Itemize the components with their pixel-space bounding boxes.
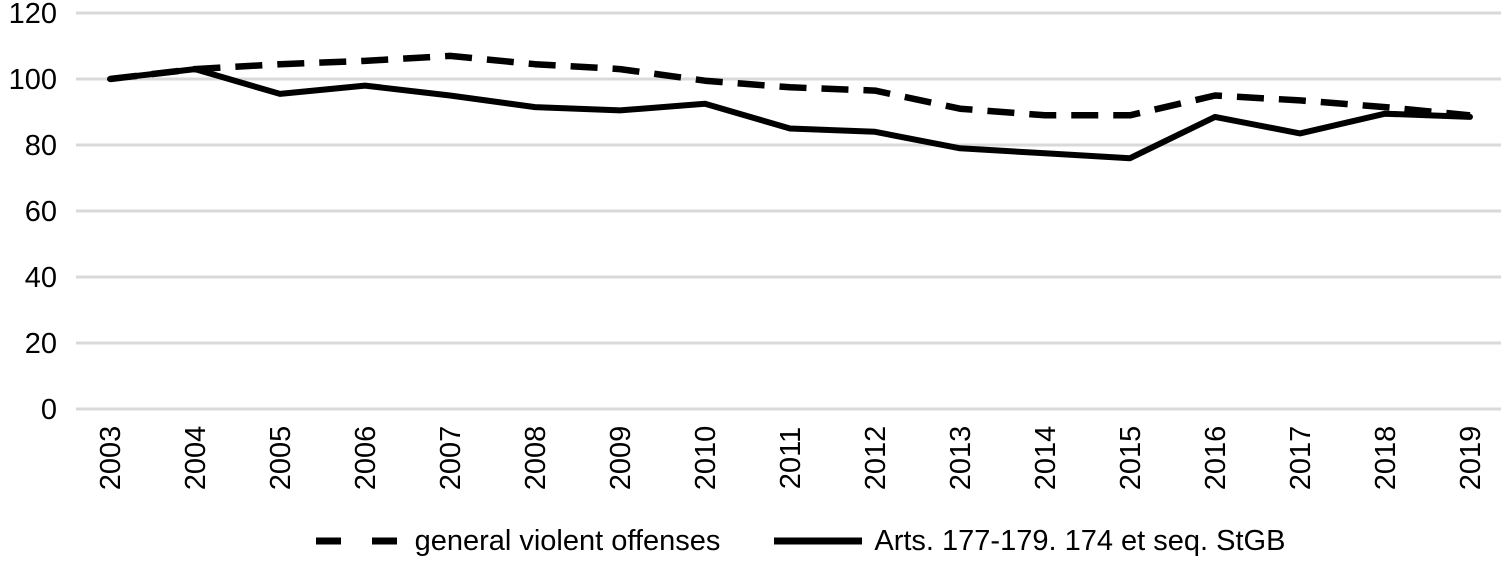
x-tick-label: 2009: [605, 426, 637, 491]
solid-line-key-icon: [774, 537, 863, 545]
y-tick-label: 80: [25, 130, 57, 162]
x-tick-label: 2019: [1455, 426, 1487, 491]
y-tick-label: 60: [25, 196, 57, 228]
series-line-arts-177-179-174-et-seq-stgb: [107, 66, 1473, 162]
legend-item-general-violent-offenses: general violent offenses: [315, 524, 721, 557]
x-tick-label: 2011: [775, 427, 807, 489]
x-tick-label: 2016: [1200, 426, 1232, 491]
x-tick-label: 2008: [520, 426, 552, 491]
x-tick-label: 2014: [1030, 426, 1062, 491]
y-tick-label: 40: [25, 262, 57, 294]
y-tick-label: 0: [41, 394, 57, 426]
series-line-general-violent-offenses: [109, 52, 1471, 119]
y-tick-label: 100: [9, 64, 57, 96]
x-tick-label: 2005: [265, 426, 297, 491]
y-tick-label: 120: [9, 0, 57, 30]
plot-area: 0 20 40 60 80 100 120 2003 2004 2005 2006 2007 2008 2…: [9, 0, 1501, 491]
x-tick-label: 2012: [860, 426, 892, 491]
dashed-line-key-icon: [315, 537, 397, 545]
chart-legend: general violent offenses Arts. 177-179. …: [50, 521, 1501, 561]
x-tick-label: 2018: [1370, 426, 1402, 491]
x-tick-label: 2013: [945, 426, 977, 491]
x-tick-label: 2003: [95, 426, 127, 491]
x-tick-label: 2007: [435, 426, 467, 491]
x-tick-label: 2004: [180, 426, 212, 491]
x-tick-label: 2015: [1115, 426, 1147, 491]
x-tick-label: 2010: [690, 426, 722, 491]
legend-label: Arts. 177-179. 174 et seq. StGB: [874, 524, 1286, 557]
x-tick-label: 2006: [350, 426, 382, 491]
legend-label: general violent offenses: [414, 524, 721, 557]
y-tick-label: 20: [25, 328, 57, 360]
legend-item-arts-stgb: Arts. 177-179. 174 et seq. StGB: [774, 524, 1286, 557]
x-tick-label: 2017: [1285, 426, 1317, 491]
